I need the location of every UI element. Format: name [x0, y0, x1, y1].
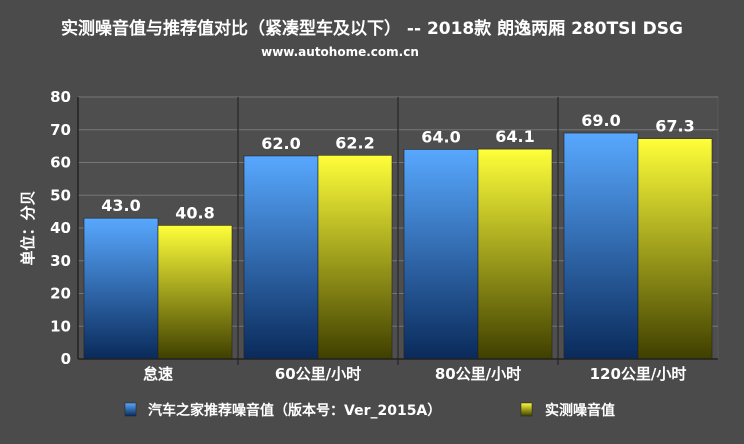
y-tick-label-1: 10 — [50, 317, 71, 335]
y-tick-label-7: 70 — [50, 121, 71, 139]
x-category-label-2: 80公里/小时 — [435, 365, 521, 383]
y-axis-label: 单位：分贝 — [19, 190, 37, 265]
x-category-label-1: 60公里/小时 — [275, 365, 361, 383]
legend-swatch-recommended — [124, 402, 137, 417]
y-tick-label-3: 30 — [50, 252, 71, 270]
y-tick-label-5: 50 — [50, 186, 71, 204]
y-tick-label-2: 20 — [50, 285, 71, 303]
y-tick-label-0: 0 — [61, 350, 71, 368]
bar-recommended-1 — [243, 155, 319, 360]
data-label-measured-2: 64.1 — [495, 127, 534, 146]
bar-recommended-0 — [83, 217, 159, 360]
bar-measured-0 — [157, 225, 233, 360]
data-label-recommended-0: 43.0 — [101, 196, 140, 215]
data-label-measured-1: 62.2 — [335, 133, 374, 152]
bar-recommended-3 — [563, 132, 639, 360]
data-label-recommended-1: 62.0 — [261, 134, 300, 153]
data-label-recommended-3: 69.0 — [581, 111, 620, 130]
data-label-measured-3: 67.3 — [655, 117, 694, 136]
data-label-recommended-2: 64.0 — [421, 127, 460, 146]
chart-title: 实测噪音值与推荐值对比（紧凑型车及以下） -- 2018款 朗逸两厢 280TS… — [61, 18, 683, 39]
x-category-label-0: 怠速 — [143, 365, 173, 383]
data-label-measured-0: 40.8 — [175, 203, 214, 222]
y-tick-label-4: 40 — [50, 219, 71, 237]
bar-recommended-2 — [403, 149, 479, 360]
y-tick-label-8: 80 — [50, 88, 71, 106]
plot-area: 0 10 20 30 40 50 60 70 80 怠速 43.0 40.8 60公里/小时 62.0 62… — [50, 88, 719, 383]
legend: 汽车之家推荐噪音值（版本号：Ver_2015A） 实测噪音值 — [124, 402, 615, 419]
legend-label-recommended: 汽车之家推荐噪音值（版本号：Ver_2015A） — [148, 402, 441, 419]
bar-measured-2 — [477, 148, 553, 360]
bar-measured-1 — [317, 154, 393, 360]
legend-swatch-measured — [520, 402, 533, 417]
y-tick-label-6: 60 — [50, 154, 71, 172]
legend-label-measured: 实测噪音值 — [545, 402, 615, 419]
chart-subtitle: www.autohome.com.cn — [261, 45, 419, 59]
bar-measured-3 — [637, 138, 713, 360]
x-category-label-3: 120公里/小时 — [590, 365, 687, 383]
